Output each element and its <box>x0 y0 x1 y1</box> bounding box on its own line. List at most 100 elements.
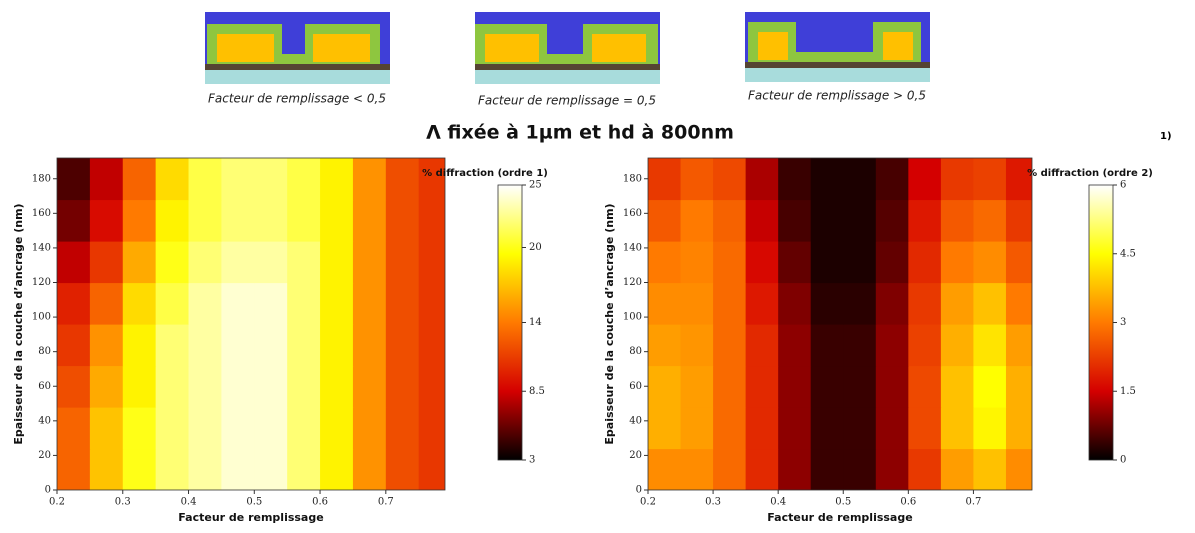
heatmap-cell <box>57 241 91 284</box>
heatmap-cell <box>155 199 190 242</box>
heatmap-cell <box>908 324 942 367</box>
heatmap-cell <box>89 365 124 408</box>
heatmap-cell <box>680 282 714 325</box>
heatmap-cell <box>57 199 91 242</box>
heatmap-cell <box>385 158 420 201</box>
y-tick-label: 120 <box>32 277 51 288</box>
y-tick-label: 80 <box>629 346 642 357</box>
title: Λ fixée à 1µm et hd à 800nm <box>426 122 734 144</box>
heatmap-cell <box>843 241 877 284</box>
heatmap-cell <box>287 407 321 450</box>
heatmap-cell <box>843 199 877 242</box>
heatmap-cell <box>320 199 354 242</box>
x-tick-label: 0.7 <box>965 497 981 508</box>
heatmap-cell <box>973 282 1007 325</box>
colorbar <box>1088 184 1114 461</box>
heatmap-cell <box>973 158 1007 201</box>
heatmap-cell <box>320 282 354 325</box>
y-tick-label: 180 <box>623 173 642 184</box>
x-axis-label: Facteur de remplissage <box>767 511 912 524</box>
note: 1) <box>1160 131 1172 142</box>
heatmap-cell <box>875 241 909 284</box>
heatmap-cell <box>680 241 714 284</box>
heatmap-cells <box>57 158 445 490</box>
heatmap-cell <box>122 199 157 242</box>
heatmap-cell <box>352 448 387 490</box>
heatmap-cell <box>908 241 942 284</box>
heatmap-cell <box>973 241 1007 284</box>
heatmap-cell <box>155 448 190 490</box>
heatmap-cell <box>385 407 420 450</box>
heatmap-cell <box>940 324 975 367</box>
heatmap-cell <box>122 241 157 284</box>
heatmap-cell <box>973 365 1007 408</box>
heatmap-cell <box>843 158 877 201</box>
x-tick-label: 0.4 <box>770 497 786 508</box>
heatmap-cell <box>352 324 387 367</box>
heatmap-cell <box>1005 448 1032 490</box>
heatmap-cell <box>680 407 714 450</box>
y-tick-label: 180 <box>32 173 51 184</box>
heatmap-cell <box>89 324 124 367</box>
heatmap-cell <box>385 282 420 325</box>
heatmap-cell <box>418 407 445 450</box>
y-axis-label: Epaisseur de la couche d’ancrage (nm) <box>603 203 616 444</box>
schematic-2 <box>475 12 660 84</box>
plot-frame <box>56 157 446 491</box>
heatmap-cell <box>745 324 779 367</box>
heatmap-cell <box>843 282 877 325</box>
heatmap-cell <box>89 282 124 325</box>
heatmap-cell <box>287 241 321 284</box>
x-tick-label: 0.2 <box>49 497 65 508</box>
heatmap-cell <box>843 448 877 490</box>
heatmap-cell <box>875 448 909 490</box>
heatmap-cell <box>680 158 714 201</box>
schematic-1 <box>205 12 390 84</box>
heatmap-cell <box>57 282 91 325</box>
heatmap-cell <box>287 324 321 367</box>
heatmap-cell <box>221 282 255 325</box>
heatmap-cell <box>254 241 288 284</box>
y-tick-label: 160 <box>623 208 642 219</box>
colorbar-tick-label: 0 <box>1120 455 1126 466</box>
heatmap-cell <box>875 199 909 242</box>
colorbar-tick-label: 20 <box>529 242 542 253</box>
heatmap-cell <box>745 448 779 490</box>
heatmap-cell <box>778 241 812 284</box>
heatmap-cell <box>287 199 321 242</box>
heatmap-cell <box>973 448 1007 490</box>
heatmap-cell <box>352 199 387 242</box>
heatmap-cell <box>221 241 255 284</box>
heatmap-cell <box>254 282 288 325</box>
heatmap-cell <box>418 282 445 325</box>
y-tick-label: 120 <box>623 277 642 288</box>
heatmap-cell <box>122 448 157 490</box>
heatmap-cell <box>810 407 844 450</box>
x-tick-label: 0.7 <box>378 497 394 508</box>
heatmap-cell <box>221 365 255 408</box>
heatmap-cell <box>908 199 942 242</box>
heatmap-cell <box>155 282 190 325</box>
heatmap-cell <box>843 365 877 408</box>
heatmap-cell <box>1005 241 1032 284</box>
heatmap-cell <box>57 365 91 408</box>
heatmap-cell <box>940 407 975 450</box>
colorbar <box>497 184 523 461</box>
heatmap-cell <box>940 199 975 242</box>
heatmap-cell <box>352 407 387 450</box>
y-tick-label: 0 <box>636 485 642 496</box>
heatmap-cell <box>385 365 420 408</box>
heatmap-cell <box>680 448 714 490</box>
heatmap-cell <box>418 324 445 367</box>
heatmap-cell <box>155 241 190 284</box>
schematic-3 <box>745 12 930 82</box>
heatmap-cell <box>320 324 354 367</box>
heatmap-cell <box>875 407 909 450</box>
heatmap-cell <box>713 282 747 325</box>
y-tick-label: 140 <box>623 242 642 253</box>
heatmap-cell <box>287 158 321 201</box>
heatmap-cell <box>57 158 91 201</box>
heatmap-cell <box>385 199 420 242</box>
heatmap-cell <box>648 158 682 201</box>
heatmap-cell <box>385 241 420 284</box>
